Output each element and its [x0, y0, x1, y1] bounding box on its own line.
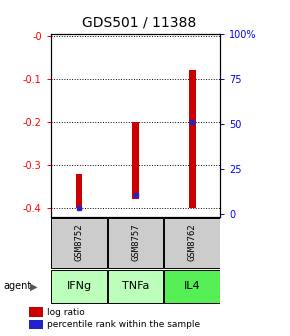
- Text: agent: agent: [3, 281, 31, 291]
- Text: IFNg: IFNg: [66, 281, 92, 291]
- Text: GDS501 / 11388: GDS501 / 11388: [82, 15, 196, 29]
- Bar: [189, 70, 195, 208]
- Text: GSM8757: GSM8757: [131, 223, 140, 260]
- Bar: [132, 122, 139, 200]
- Text: log ratio: log ratio: [47, 308, 85, 317]
- Bar: [164, 218, 220, 268]
- Text: TNFa: TNFa: [122, 281, 149, 291]
- Text: GSM8752: GSM8752: [75, 223, 84, 260]
- Text: GSM8762: GSM8762: [188, 223, 197, 260]
- Text: ▶: ▶: [30, 281, 37, 291]
- Text: IL4: IL4: [184, 281, 200, 291]
- Bar: [51, 218, 107, 268]
- Bar: [108, 218, 163, 268]
- Bar: [76, 174, 82, 208]
- Bar: [164, 269, 220, 303]
- Text: percentile rank within the sample: percentile rank within the sample: [47, 320, 200, 329]
- Bar: [51, 269, 107, 303]
- Bar: [108, 269, 163, 303]
